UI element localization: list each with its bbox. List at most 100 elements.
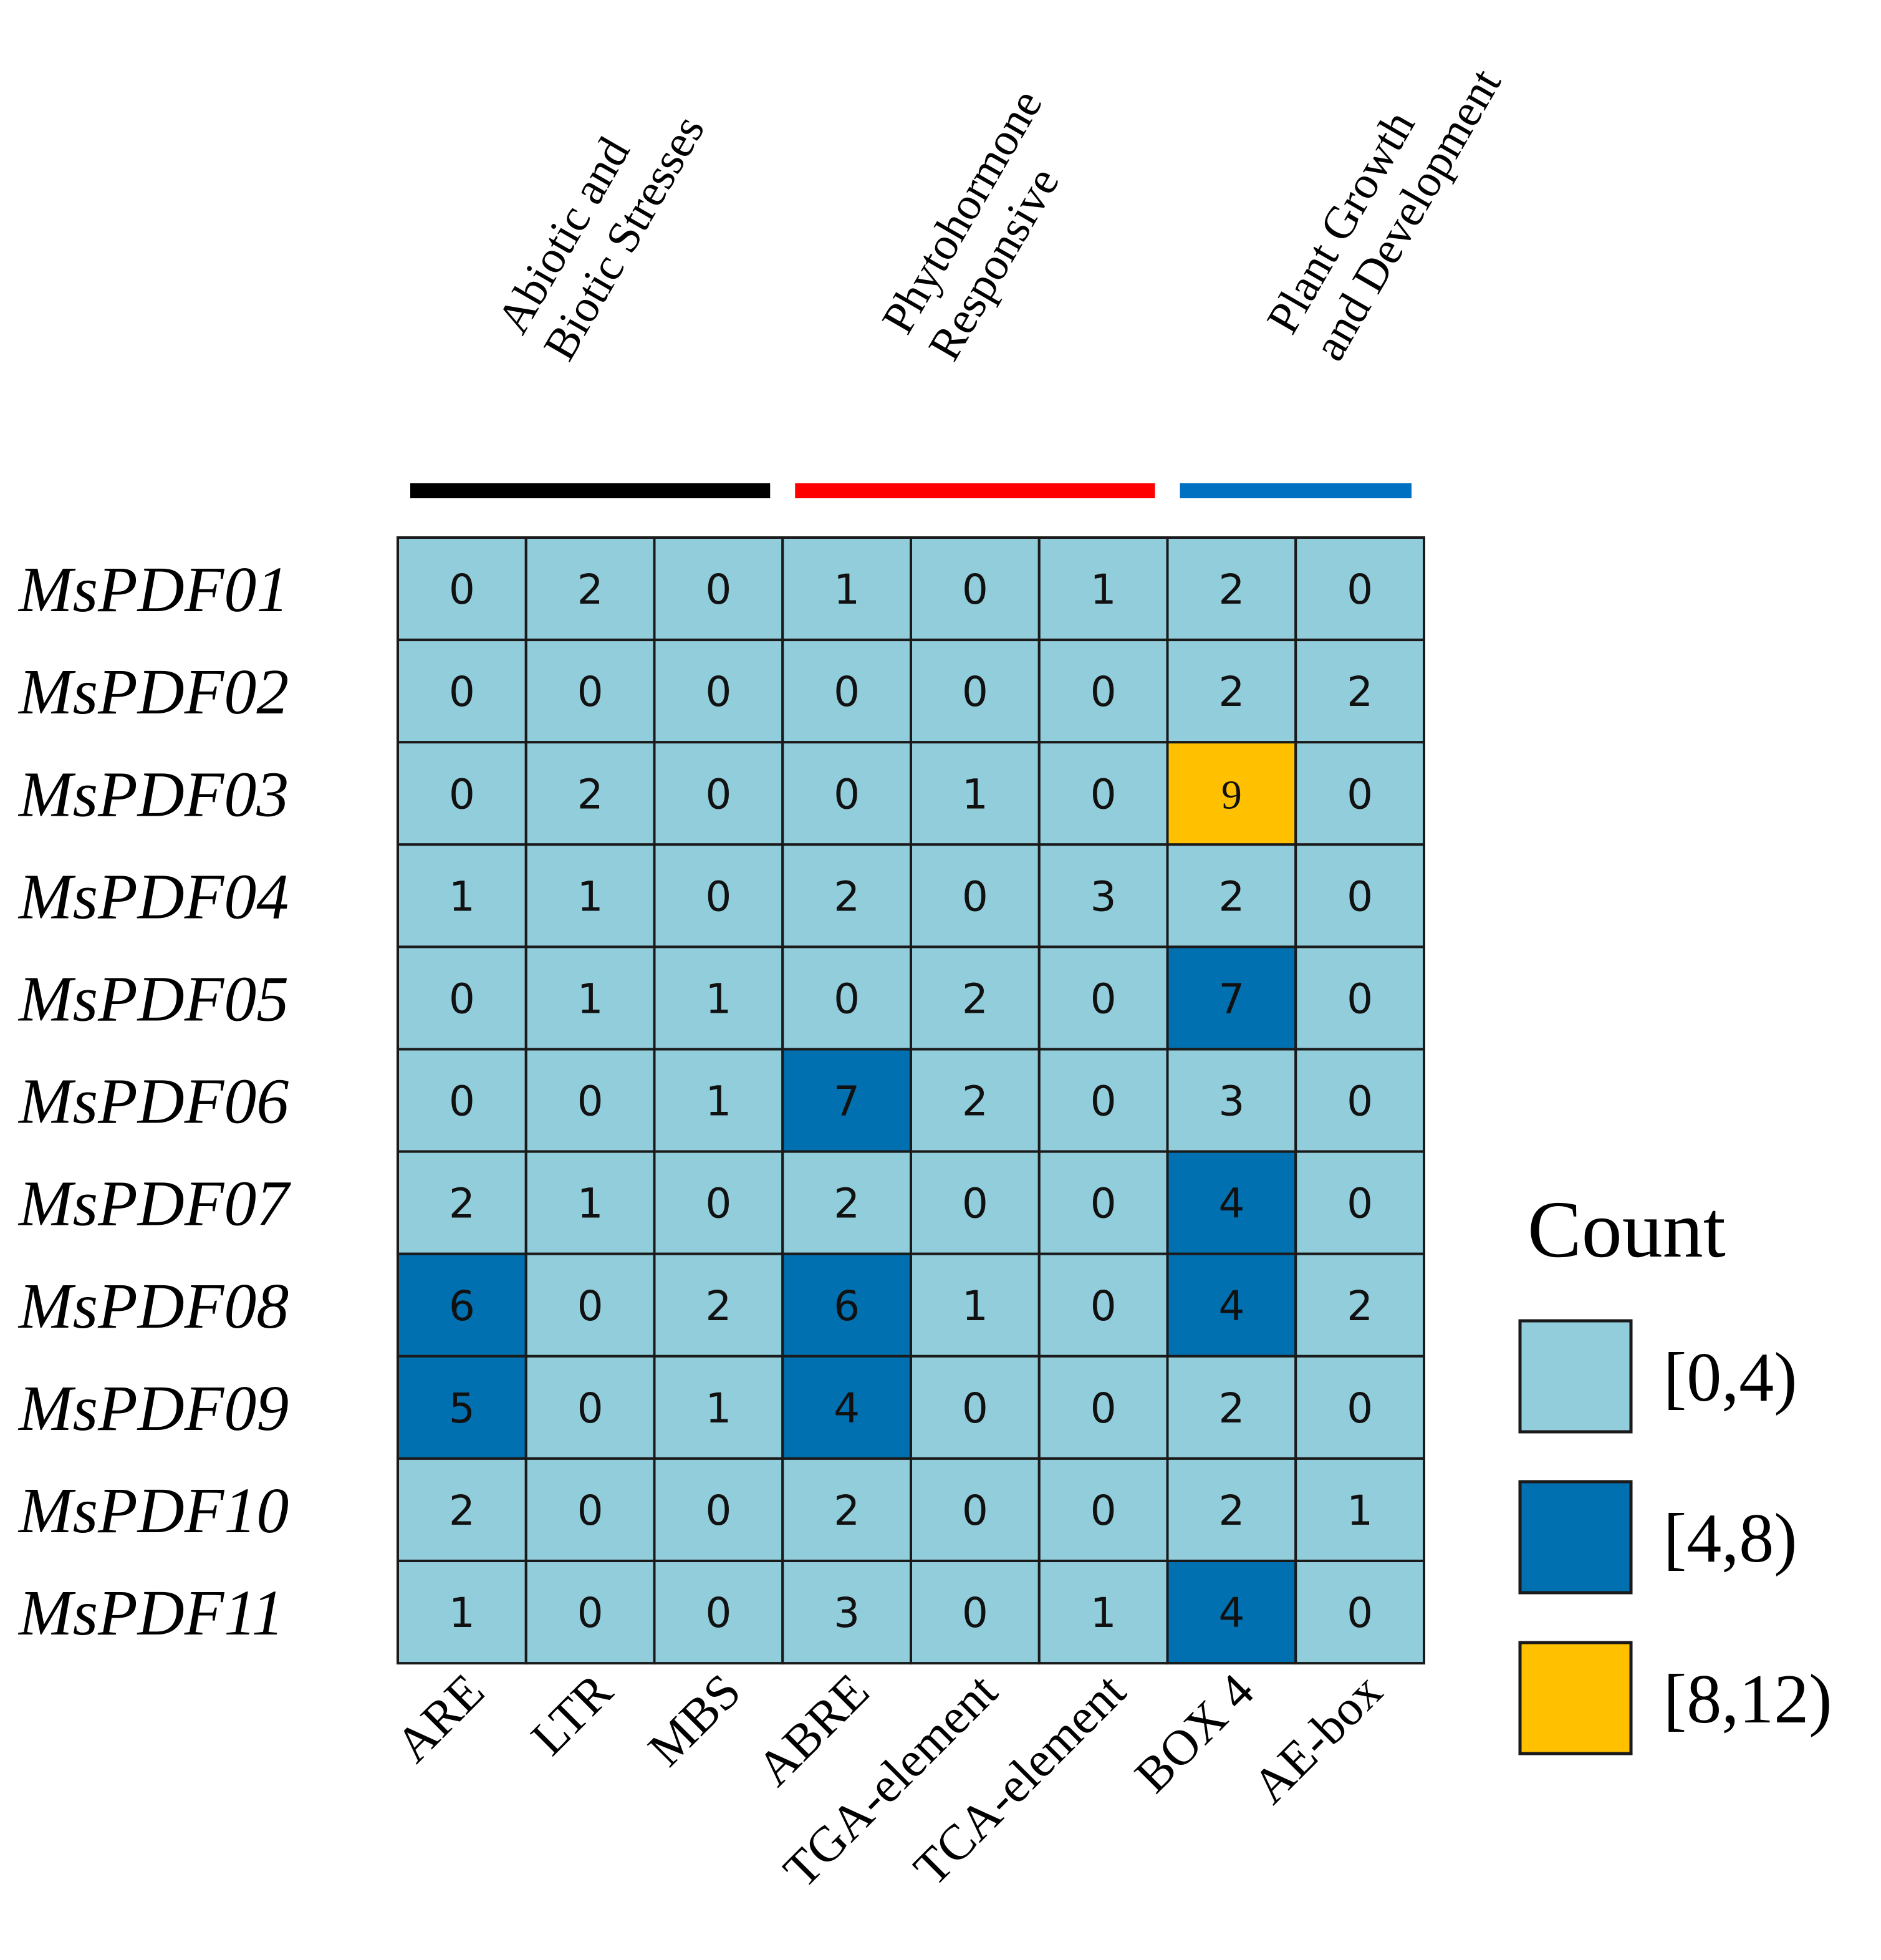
category-bars (410, 483, 1412, 498)
cell-value-label: 0 (449, 1078, 475, 1126)
cell-value-label: 0 (1347, 566, 1373, 614)
heatmap-cell (781, 1560, 912, 1665)
cell-value-label: 1 (705, 1384, 731, 1432)
cell-value-label: 1 (449, 1589, 475, 1637)
cell-value-label: 4 (1218, 1180, 1244, 1228)
cell-value-label: 0 (1347, 1384, 1373, 1432)
heatmap-cell (653, 1354, 784, 1460)
cell-value-label: 0 (449, 770, 475, 818)
row-label: MsPDF03 (17, 758, 289, 830)
heatmap-cell (653, 1457, 784, 1562)
row-label: MsPDF09 (17, 1373, 289, 1444)
heatmap-cell (1294, 536, 1425, 642)
heatmap-cell (1294, 741, 1425, 846)
cell-value-label: 0 (962, 668, 988, 716)
heatmap-cell (1294, 1457, 1425, 1562)
cell-value-label: 1 (577, 1180, 604, 1228)
heatmap-cell (910, 843, 1041, 949)
legend-title: Count (1527, 1185, 1726, 1275)
category-bar (1180, 483, 1412, 498)
heatmap-cell (524, 1150, 656, 1255)
heatmap-cell (524, 536, 656, 642)
cell-value-label: 6 (449, 1282, 475, 1330)
cell-value-label: 2 (1218, 1384, 1244, 1432)
cell-value-label: 0 (705, 1487, 731, 1535)
cell-value-label: 0 (577, 668, 604, 716)
cell-value-label: 4 (1218, 1589, 1244, 1637)
cell-value-label: 9 (1221, 772, 1242, 818)
legend: Count [0,4) [4,8) [8,12) (1518, 1185, 1832, 1755)
heatmap-cell (524, 1457, 656, 1562)
heatmap-cell (653, 741, 784, 846)
row-label: MsPDF06 (17, 1066, 289, 1137)
heatmap-cell (781, 1457, 912, 1562)
heatmap-cell (653, 843, 784, 949)
cell-value-label: 5 (449, 1384, 475, 1432)
heatmap-cell (1294, 639, 1425, 744)
heatmap-cell (524, 1048, 656, 1153)
cell-value-label: 1 (1347, 1487, 1373, 1535)
cell-value-label: 4 (1218, 1282, 1244, 1330)
cell-value-label: 3 (1090, 872, 1117, 920)
heatmap-cell (1037, 1354, 1169, 1460)
cell-value-label: 0 (1090, 1078, 1117, 1126)
heatmap-cell (1166, 1150, 1297, 1255)
heatmap-cell (910, 1560, 1041, 1665)
cell-value-label: 1 (962, 770, 988, 818)
cell-value-label: 0 (962, 1384, 988, 1432)
cell-value-label: 0 (1347, 1589, 1373, 1637)
heatmap-cell (1037, 1150, 1169, 1255)
category-label: Plant Growthand Development (1257, 33, 1511, 369)
cell-value-label: 0 (449, 566, 475, 614)
heatmap-cell (397, 1560, 527, 1665)
heatmap-cell (910, 1354, 1041, 1460)
cell-value-label: 0 (1090, 1487, 1117, 1535)
cell-value-label: 0 (1090, 1384, 1117, 1432)
heatmap-cell (781, 741, 912, 846)
heatmap-cell (1166, 741, 1297, 846)
cell-value-label: 4 (834, 1384, 860, 1432)
heatmap-cell (397, 1150, 527, 1255)
heatmap-cell (1294, 1048, 1425, 1153)
cell-value-label: 1 (705, 975, 731, 1023)
category-bar (410, 483, 771, 498)
cell-value-label: 2 (449, 1180, 475, 1228)
cell-value-label: 2 (962, 1078, 988, 1126)
heatmap-cell (1166, 1560, 1297, 1665)
cell-value-label: 0 (705, 566, 731, 614)
row-labels: MsPDF01 MsPDF02 MsPDF03 MsPDF04 MsPDF05 MsPDF… (17, 554, 291, 1649)
row-label: MsPDF10 (17, 1475, 289, 1547)
heatmap-cell (1037, 1048, 1169, 1153)
column-label: LTR (521, 1663, 623, 1765)
cell-value-label: 0 (1347, 975, 1373, 1023)
cell-value-label: 0 (705, 1589, 731, 1637)
cell-value-label: 2 (449, 1487, 475, 1535)
cell-value-label: 2 (962, 975, 988, 1023)
row-label: MsPDF07 (17, 1168, 291, 1240)
cell-value-label: 0 (834, 975, 860, 1023)
cell-value-label: 0 (577, 1078, 604, 1126)
column-label: ARE (385, 1664, 494, 1773)
legend-label: [0,4) (1663, 1339, 1797, 1416)
heatmap-cell (910, 1048, 1041, 1153)
heatmap-cell (653, 1252, 784, 1358)
cell-value-label: 0 (1090, 668, 1117, 716)
heatmap-cell (524, 1354, 656, 1460)
cell-value-label: 0 (962, 872, 988, 920)
cell-value-label: 7 (834, 1078, 860, 1126)
row-label: MsPDF01 (17, 554, 289, 625)
cell-value-label: 0 (449, 668, 475, 716)
cell-value-label: 0 (1090, 770, 1117, 818)
cell-value-label: 2 (705, 1282, 731, 1330)
cell-value-label: 2 (1218, 1487, 1244, 1535)
row-label: MsPDF08 (17, 1270, 289, 1342)
cell-value-label: 2 (577, 770, 604, 818)
cell-value-label: 1 (1090, 566, 1117, 614)
cell-value-label: 7 (1218, 975, 1244, 1023)
cell-value-label: 0 (577, 1589, 604, 1637)
cell-value-label: 0 (577, 1384, 604, 1432)
heatmap-cell (1166, 945, 1297, 1051)
heatmap-cell (781, 945, 912, 1051)
